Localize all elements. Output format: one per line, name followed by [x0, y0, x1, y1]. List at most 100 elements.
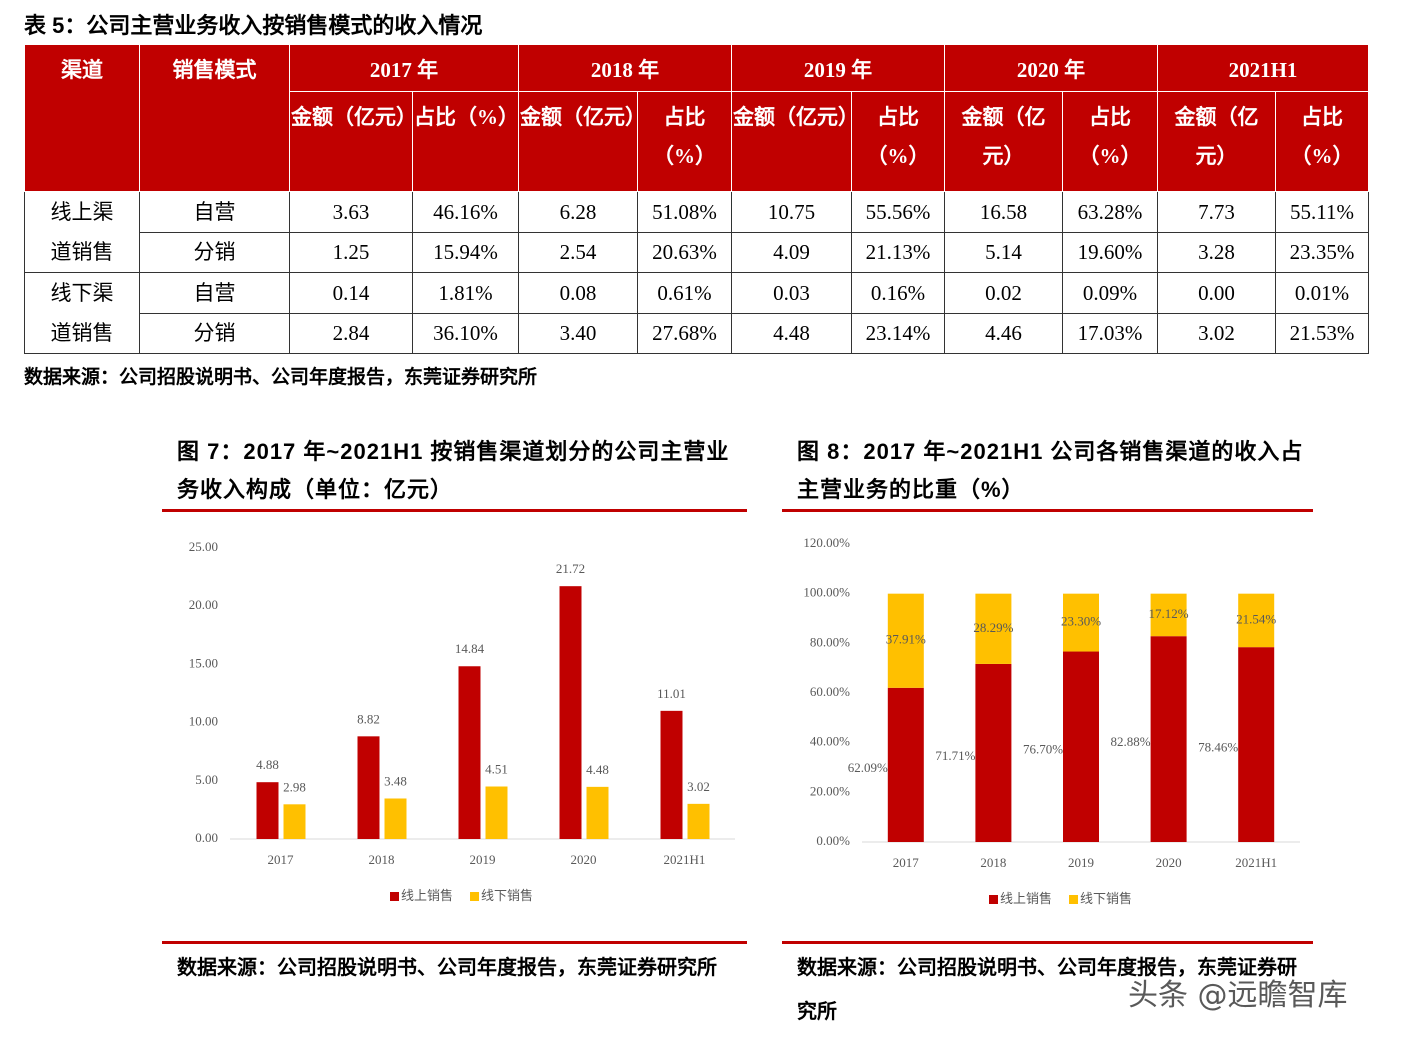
- cell: 6.28: [518, 191, 638, 233]
- x-tick-label: 2018: [980, 855, 1006, 870]
- chart-title: 图 7：2017 年~2021H1 按销售渠道划分的公司主营业务收入构成（单位：…: [177, 439, 730, 502]
- x-tick-label: 2021H1: [1235, 855, 1277, 870]
- bar-segment: [975, 663, 1012, 842]
- legend-swatch: [1069, 895, 1079, 904]
- legend-label: 线上销售: [1000, 891, 1052, 906]
- bar-segment: [1063, 593, 1099, 652]
- header-cell: 销售模式: [139, 44, 290, 192]
- value-label: 17.12%: [1149, 606, 1189, 621]
- legend-label: 线下销售: [1080, 891, 1132, 906]
- y-tick-label: 40.00%: [810, 734, 850, 749]
- legend-swatch: [390, 892, 399, 901]
- mode-cell: 自营: [139, 191, 290, 233]
- cell: 19.60%: [1062, 231, 1158, 273]
- value-label: 71.71%: [935, 748, 975, 763]
- bar-segment: [1238, 647, 1275, 842]
- value-label: 3.02: [687, 779, 710, 794]
- subheader-cell: 占比（%）: [1062, 91, 1158, 192]
- bar: [660, 710, 683, 839]
- x-tick-label: 2019: [1068, 855, 1094, 870]
- table-source: 数据来源：公司招股说明书、公司年度报告，东莞证券研究所: [24, 367, 538, 388]
- bar-segment: [887, 687, 924, 842]
- row: 线下渠道销售 自营 0.14 1.81% 0.08 0.61% 0.03 0.16% 0.02 0…: [24, 272, 1369, 354]
- cell: 0.16%: [851, 272, 945, 314]
- subheader-cell: 金额（亿元）: [1157, 91, 1276, 192]
- value-label: 4.51: [485, 761, 508, 776]
- table: 渠道 销售模式 2017 年 2018 年 2019 年 2020 年 2021H1 金额（亿…: [24, 44, 1369, 354]
- subheader-cell: 金额（亿元）: [518, 91, 646, 192]
- row: 分销 2.84 36.10% 3.40 27.68% 4.48 23.14% 4.46 17.0…: [25, 312, 1369, 354]
- bar: [283, 804, 306, 839]
- mode-cell: 分销: [139, 312, 290, 354]
- rule: [782, 941, 1313, 944]
- y-tick-label: 15.00: [189, 655, 218, 670]
- cell: 0.01%: [1275, 272, 1369, 314]
- cell: 51.08%: [637, 191, 732, 233]
- cell: 55.11%: [1275, 191, 1369, 233]
- header-cell: 2019 年: [731, 44, 945, 92]
- cell: 1.81%: [412, 272, 519, 314]
- cell: 0.09%: [1062, 272, 1158, 314]
- cell: 63.28%: [1062, 191, 1158, 233]
- subheader-cell: 占比（%）: [637, 91, 732, 192]
- x-tick-label: 2017: [268, 852, 295, 867]
- bar: [485, 786, 508, 839]
- value-label: 21.54%: [1236, 611, 1276, 626]
- y-tick-label: 0.00: [195, 830, 218, 845]
- bar-segment: [1150, 636, 1187, 842]
- header-row: 金额（亿元） 占比（%） 金额（亿元） 占比（%） 金额（亿元） 占比（%） 金额（亿元）占…: [25, 91, 1369, 192]
- cell: 16.58: [944, 191, 1063, 233]
- subheader-cell: 占比（%）: [1275, 91, 1369, 192]
- bar: [586, 786, 609, 839]
- header-cell: 渠道: [24, 44, 140, 192]
- bar-segment: [1063, 651, 1099, 842]
- watermark: 头条 @远瞻智库: [1128, 978, 1348, 1013]
- bar-segment: [887, 593, 924, 688]
- rule: [782, 509, 1313, 512]
- value-label: 78.46%: [1198, 740, 1238, 755]
- table-title: 表 5：公司主营业务收入按销售模式的收入情况: [24, 13, 483, 38]
- value-label: 2.98: [283, 779, 306, 794]
- channel-cell: 线下渠道销售: [24, 272, 140, 354]
- cell: 2.84: [289, 312, 413, 354]
- y-tick-label: 5.00: [195, 772, 218, 787]
- value-label: 28.29%: [973, 620, 1013, 635]
- x-tick-label: 2020: [571, 852, 597, 867]
- legend-label: 线下销售: [481, 888, 533, 903]
- cell: 15.94%: [412, 231, 519, 273]
- x-tick-label: 2018: [369, 852, 395, 867]
- bar: [256, 782, 279, 839]
- value-label: 82.88%: [1111, 734, 1151, 749]
- x-tick-label: 2021H1: [664, 852, 706, 867]
- legend-swatch: [989, 895, 998, 904]
- subheader-cell: 金额（亿元）: [944, 91, 1063, 192]
- cell: 0.08: [518, 272, 638, 314]
- cell: 3.40: [518, 312, 638, 354]
- value-label: 37.91%: [886, 632, 926, 647]
- rule: [162, 509, 747, 512]
- cell: 21.13%: [851, 231, 945, 273]
- cell: 17.03%: [1062, 312, 1158, 354]
- y-tick-label: 100.00%: [803, 585, 850, 600]
- cell: 3.28: [1157, 231, 1276, 273]
- value-label: 4.88: [256, 757, 279, 772]
- bar: [458, 666, 481, 839]
- bar: [357, 736, 380, 839]
- cell: 27.68%: [637, 312, 732, 354]
- cell: 20.63%: [637, 231, 732, 273]
- y-tick-label: 120.00%: [803, 535, 850, 550]
- cell: 4.46: [944, 312, 1063, 354]
- y-tick-label: 10.00: [189, 714, 218, 729]
- cell: 21.53%: [1275, 312, 1369, 354]
- value-label: 23.30%: [1061, 614, 1101, 629]
- cell: 5.14: [944, 231, 1063, 273]
- cell: 23.14%: [851, 312, 945, 354]
- y-tick-label: 0.00%: [816, 833, 850, 848]
- value-label: 21.72: [556, 561, 585, 576]
- y-tick-label: 60.00%: [810, 684, 850, 699]
- header-cell: 2017 年: [289, 44, 519, 92]
- value-label: 3.48: [384, 773, 407, 788]
- value-label: 8.82: [357, 711, 380, 726]
- x-tick-label: 2020: [1156, 855, 1182, 870]
